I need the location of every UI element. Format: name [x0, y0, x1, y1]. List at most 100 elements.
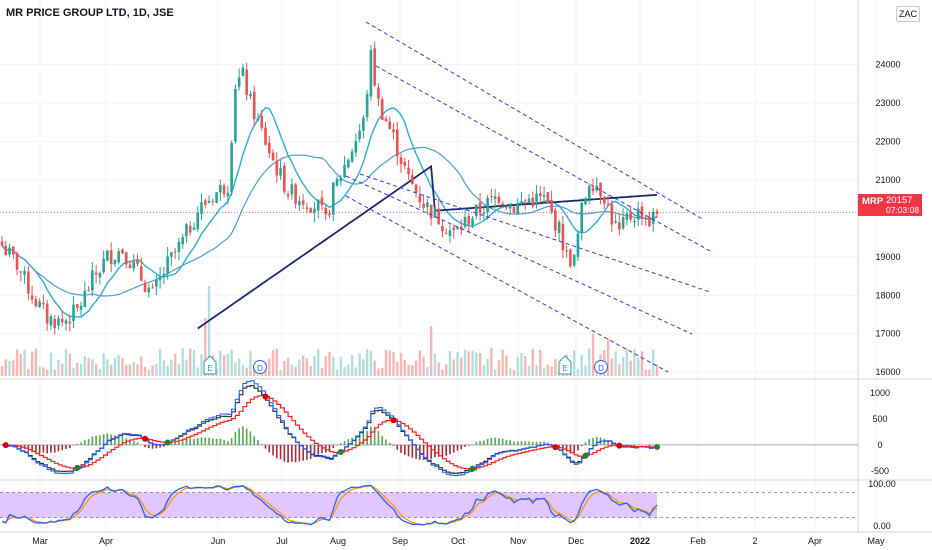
candle-body	[331, 182, 335, 215]
macd-hist-bar	[253, 436, 256, 445]
event-marker-earnings: E	[558, 355, 572, 375]
macd-hist-bar	[215, 438, 218, 445]
macd-hist-bar	[121, 436, 124, 445]
candle	[143, 279, 147, 293]
volume-bar	[94, 363, 98, 376]
macd-hist-bar	[573, 444, 575, 454]
macd-hist-bar	[449, 444, 451, 455]
volume-bar	[109, 364, 113, 376]
macd-hist-bar	[475, 441, 478, 445]
candle-body	[324, 207, 328, 215]
candle-body	[185, 224, 188, 237]
volume-bar	[614, 351, 617, 376]
macd-hist-bar	[328, 444, 331, 452]
time-tick-label: 2022	[630, 536, 650, 546]
candle	[4, 240, 8, 256]
macd-line	[2, 380, 658, 477]
volume-bar	[606, 338, 610, 376]
candles	[0, 41, 659, 335]
volume-bar	[392, 351, 395, 376]
volume-bar	[140, 356, 143, 376]
candle	[501, 201, 504, 208]
macd-hist-bar	[181, 439, 184, 445]
macd-hist-bar	[407, 444, 410, 457]
volume-bar	[640, 351, 644, 376]
candle-body	[117, 251, 120, 263]
candle	[339, 175, 343, 187]
volume-bar	[335, 369, 339, 376]
candle	[399, 153, 403, 173]
currency-button[interactable]: ZAC	[896, 6, 920, 22]
candle	[373, 41, 376, 88]
candle	[170, 251, 173, 267]
macd-tick-label: 1000	[870, 388, 890, 398]
macd-hist-bar	[136, 442, 139, 445]
candle-body	[34, 299, 38, 307]
candle-body	[267, 142, 271, 154]
candle	[68, 314, 72, 332]
candle	[621, 208, 625, 231]
time-tick-label: Jul	[276, 536, 288, 546]
candle-body	[591, 187, 595, 192]
candle-body	[188, 226, 192, 233]
volume-bar	[354, 367, 358, 376]
candle	[471, 216, 474, 229]
volume-bar	[189, 348, 192, 376]
candle	[298, 195, 301, 211]
candle-body	[301, 200, 305, 205]
candle-body	[94, 272, 98, 275]
candle	[486, 195, 489, 220]
candle-body	[275, 160, 279, 176]
candle-body	[151, 287, 154, 289]
candle	[207, 195, 211, 204]
volume-bar	[249, 350, 252, 376]
candle	[602, 195, 606, 210]
candle	[463, 208, 467, 229]
candle	[286, 190, 290, 200]
volume-bar	[339, 356, 342, 376]
candle-body	[433, 207, 437, 218]
macd-hist-bar	[95, 435, 97, 445]
macd-hist-bar	[543, 441, 545, 445]
candle	[490, 188, 493, 203]
candle-body	[584, 198, 587, 205]
volume-bar	[422, 356, 425, 376]
volume-bar	[493, 369, 497, 376]
volume-bar	[332, 356, 335, 376]
candle	[139, 257, 143, 282]
macd-hist-bar	[151, 444, 154, 449]
candle	[249, 90, 252, 100]
event-marker-shape	[253, 360, 267, 374]
volume-bar	[580, 355, 583, 376]
candle	[426, 198, 429, 216]
volume-bar	[448, 350, 452, 376]
candle	[591, 178, 595, 195]
macd-hist-bar	[260, 444, 263, 445]
volume-bar	[317, 349, 320, 376]
candle-body	[546, 192, 550, 203]
candle-body	[237, 77, 241, 87]
macd-hist-bar	[291, 444, 293, 462]
macd-histogram	[4, 426, 658, 463]
candle-body	[380, 99, 384, 121]
candle	[121, 248, 124, 255]
macd-hist-bar	[245, 428, 248, 445]
time-tick-label: Dec	[568, 536, 585, 546]
candle	[0, 236, 4, 247]
macd-hist-bar	[358, 434, 361, 445]
candle	[569, 248, 572, 268]
candle-body	[535, 193, 538, 206]
candle-body	[147, 287, 151, 293]
volume-bar	[151, 365, 154, 376]
price-tick-label: 22000	[875, 136, 900, 146]
candle-body	[313, 208, 316, 213]
candle	[290, 178, 294, 200]
volume-bar	[196, 367, 199, 376]
macd-hist-bar	[415, 444, 417, 459]
volume-bar	[478, 353, 482, 376]
candle-body	[550, 200, 553, 212]
candle	[158, 267, 162, 289]
volume-bar	[381, 367, 384, 376]
time-tick-label: Jun	[211, 536, 226, 546]
